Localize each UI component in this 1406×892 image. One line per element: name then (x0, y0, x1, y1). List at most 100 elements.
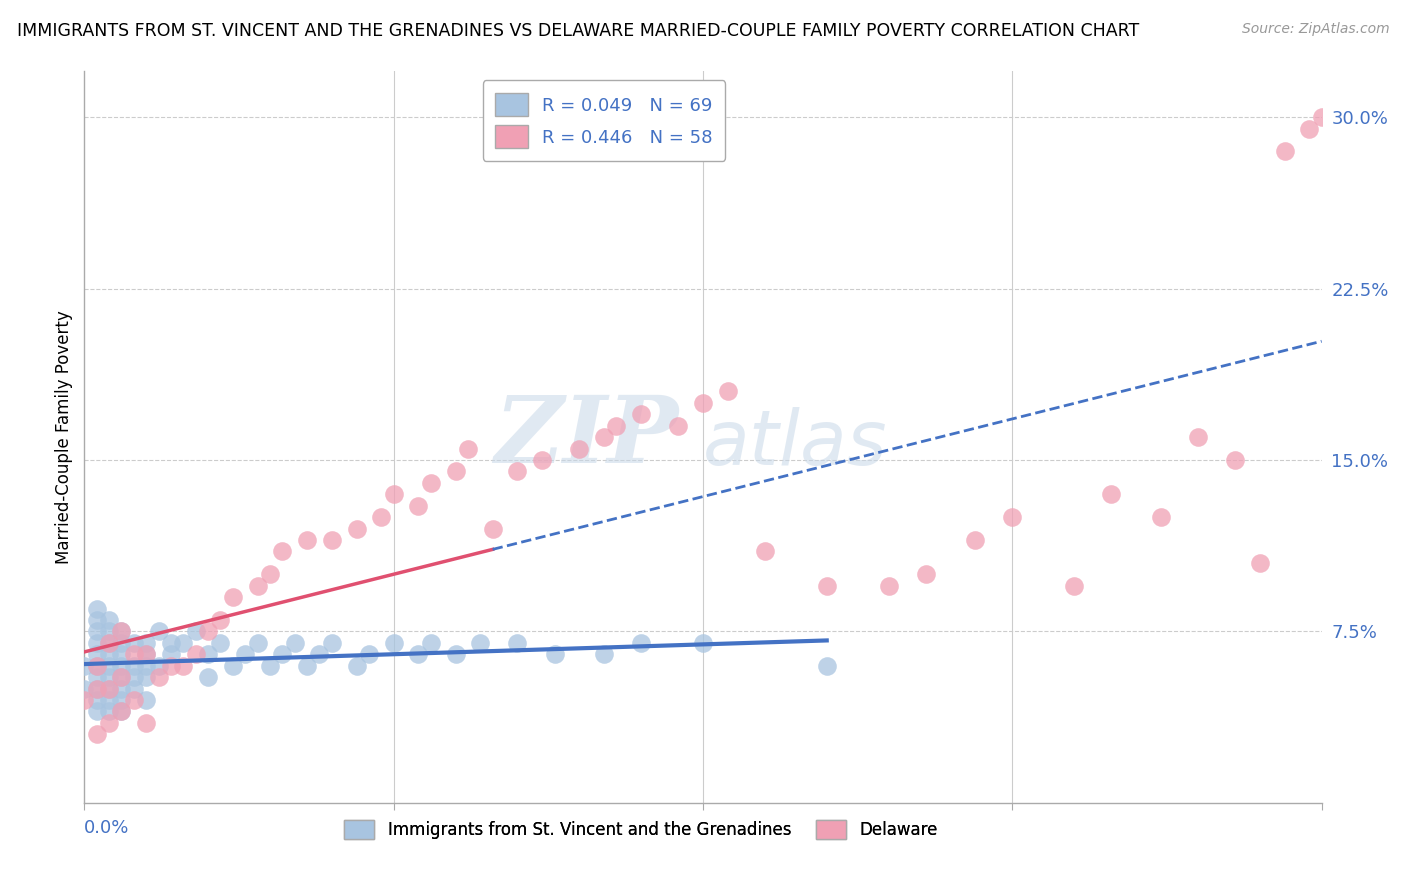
Point (135, 647, 157, 661)
Point (692, 636, 714, 650)
Point (86, 601, 108, 615)
Point (122, 693, 145, 707)
Point (160, 647, 183, 661)
Point (271, 544, 294, 558)
Point (295, 533, 318, 547)
Point (543, 647, 565, 661)
Point (86, 613, 108, 627)
Point (877, 579, 900, 593)
Point (110, 647, 132, 661)
Point (382, 487, 405, 501)
Point (271, 647, 294, 661)
Point (1150, 510, 1173, 524)
Point (506, 636, 529, 650)
Point (172, 658, 194, 673)
Point (160, 636, 183, 650)
Point (346, 658, 368, 673)
Point (148, 658, 170, 673)
Point (110, 636, 132, 650)
Point (630, 407, 652, 421)
Point (110, 705, 132, 719)
Point (284, 636, 307, 650)
Point (754, 544, 776, 558)
Point (110, 624, 132, 639)
Point (209, 613, 232, 627)
Point (246, 636, 269, 650)
Point (86, 727, 108, 741)
Point (98, 681, 121, 696)
Point (184, 647, 207, 661)
Point (692, 396, 714, 410)
Point (717, 384, 740, 399)
Legend: Immigrants from St. Vincent and the Grenadines, Delaware: Immigrants from St. Vincent and the Gren… (337, 814, 945, 846)
Point (370, 510, 392, 524)
Text: ZIP: ZIP (494, 392, 678, 482)
Point (98, 647, 121, 661)
Point (1063, 579, 1085, 593)
Point (408, 647, 430, 661)
Point (444, 647, 467, 661)
Point (86, 658, 108, 673)
Point (666, 418, 689, 433)
Point (593, 430, 616, 444)
Point (222, 590, 245, 604)
Point (197, 647, 219, 661)
Point (233, 647, 256, 661)
Point (222, 658, 245, 673)
Point (98, 693, 121, 707)
Point (197, 624, 219, 639)
Point (444, 464, 467, 478)
Text: 0.0%: 0.0% (84, 819, 129, 837)
Point (605, 418, 627, 433)
Point (86, 636, 108, 650)
Point (135, 715, 157, 730)
Point (419, 636, 441, 650)
Point (965, 533, 987, 547)
Point (98, 705, 121, 719)
Point (568, 442, 591, 456)
Point (148, 624, 170, 639)
Point (382, 636, 405, 650)
Point (135, 670, 157, 684)
Point (122, 647, 145, 661)
Point (98, 613, 121, 627)
Point (86, 624, 108, 639)
Point (135, 658, 157, 673)
Point (122, 636, 145, 650)
Point (531, 453, 554, 467)
Point (481, 521, 503, 535)
Point (172, 636, 194, 650)
Point (86, 647, 108, 661)
Point (914, 567, 936, 582)
Point (98, 624, 121, 639)
Point (346, 521, 368, 535)
Point (98, 681, 121, 696)
Point (135, 647, 157, 661)
Point (197, 670, 219, 684)
Point (86, 705, 108, 719)
Point (86, 693, 108, 707)
Point (122, 681, 145, 696)
Point (259, 658, 281, 673)
Point (110, 658, 132, 673)
Point (1249, 556, 1271, 570)
Point (110, 670, 132, 684)
Point (246, 579, 269, 593)
Point (1298, 121, 1320, 136)
Point (98, 715, 121, 730)
Point (630, 636, 652, 650)
Point (357, 647, 380, 661)
Text: atlas: atlas (703, 408, 887, 482)
Text: Source: ZipAtlas.com: Source: ZipAtlas.com (1241, 22, 1389, 37)
Point (135, 636, 157, 650)
Point (593, 647, 616, 661)
Point (122, 670, 145, 684)
Point (321, 636, 343, 650)
Point (457, 442, 479, 456)
Point (1099, 487, 1122, 501)
Point (1223, 453, 1246, 467)
Point (321, 533, 343, 547)
Point (110, 705, 132, 719)
Point (148, 670, 170, 684)
Point (1310, 110, 1333, 124)
